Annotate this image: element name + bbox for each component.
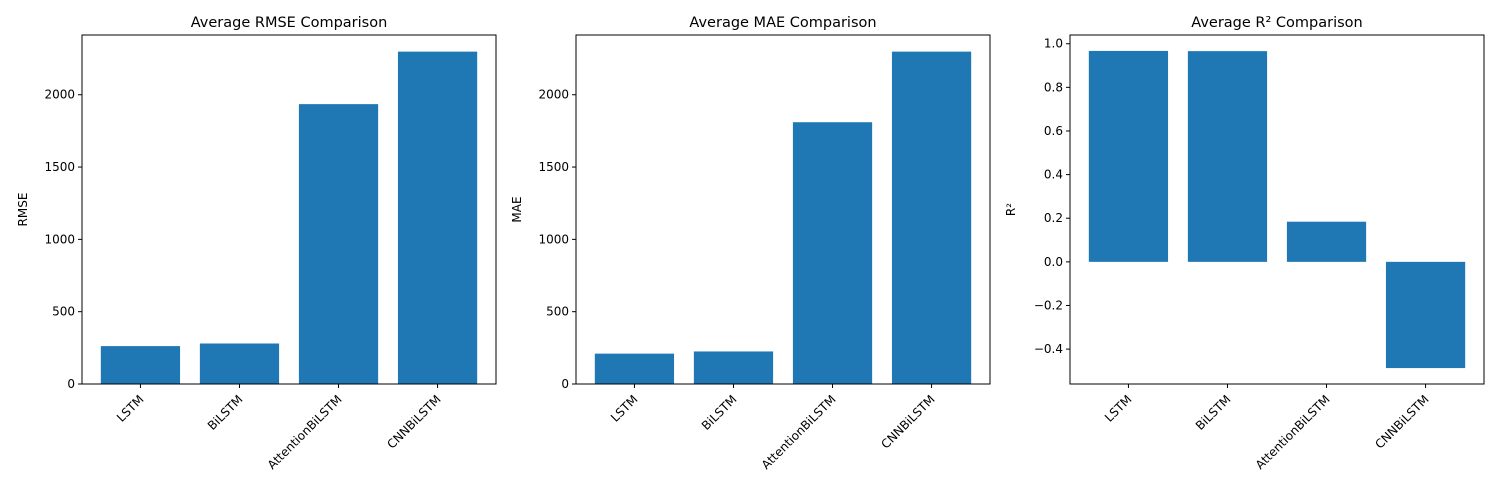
r2-y-tick-label: 0.0 bbox=[1044, 255, 1063, 269]
mae-y-tick-label: 2000 bbox=[538, 88, 569, 102]
r2-axes-frame bbox=[1069, 34, 1485, 385]
r2-y-tick-label: 1.0 bbox=[1044, 37, 1063, 51]
mae-y-tick-label: 1500 bbox=[538, 160, 569, 174]
rmse-bar-bilstm bbox=[199, 343, 280, 384]
mae-bar-cnnbilstm bbox=[891, 51, 972, 385]
rmse-y-tick-label: 1500 bbox=[44, 160, 75, 174]
r2-y-tick-label: −0.4 bbox=[1034, 342, 1063, 356]
mae-y-tick-label: 0 bbox=[561, 377, 569, 391]
rmse-y-axis-label: RMSE bbox=[16, 193, 30, 227]
mae-axes-frame bbox=[575, 34, 991, 385]
rmse-bar-attentionbilstm bbox=[298, 104, 379, 384]
r2-bar-lstm bbox=[1088, 50, 1169, 262]
r2-bar-attentionbilstm bbox=[1286, 221, 1367, 262]
rmse-axes-frame bbox=[81, 34, 497, 385]
mae-bar-bilstm bbox=[693, 351, 774, 384]
mae-bar-attentionbilstm bbox=[792, 122, 873, 385]
r2-bar-cnnbilstm bbox=[1385, 261, 1466, 369]
mae-y-tick-label: 1000 bbox=[538, 232, 569, 246]
rmse-bar-lstm bbox=[100, 346, 181, 384]
r2-y-tick-label: 0.4 bbox=[1044, 168, 1063, 182]
rmse-chart-title: Average RMSE Comparison bbox=[191, 15, 388, 31]
mae-bar-lstm bbox=[594, 353, 675, 384]
rmse-y-tick-label: 0 bbox=[67, 377, 75, 391]
rmse-bar-cnnbilstm bbox=[397, 51, 478, 385]
rmse-y-tick-label: 500 bbox=[52, 305, 75, 319]
r2-chart-title: Average R² Comparison bbox=[1191, 15, 1362, 31]
mae-chart-title: Average MAE Comparison bbox=[689, 15, 876, 31]
r2-y-tick-label: 0.2 bbox=[1044, 211, 1063, 225]
mae-y-axis-label: MAE bbox=[510, 196, 524, 222]
r2-y-tick-label: 0.6 bbox=[1044, 124, 1063, 138]
rmse-y-tick-label: 2000 bbox=[44, 88, 75, 102]
rmse-y-tick-label: 1000 bbox=[44, 232, 75, 246]
r2-bar-bilstm bbox=[1187, 51, 1268, 262]
mae-y-tick-label: 500 bbox=[546, 305, 569, 319]
r2-y-tick-label: 0.8 bbox=[1044, 80, 1063, 94]
r2-y-axis-label: R² bbox=[1004, 203, 1018, 216]
r2-y-tick-label: −0.2 bbox=[1034, 298, 1063, 312]
